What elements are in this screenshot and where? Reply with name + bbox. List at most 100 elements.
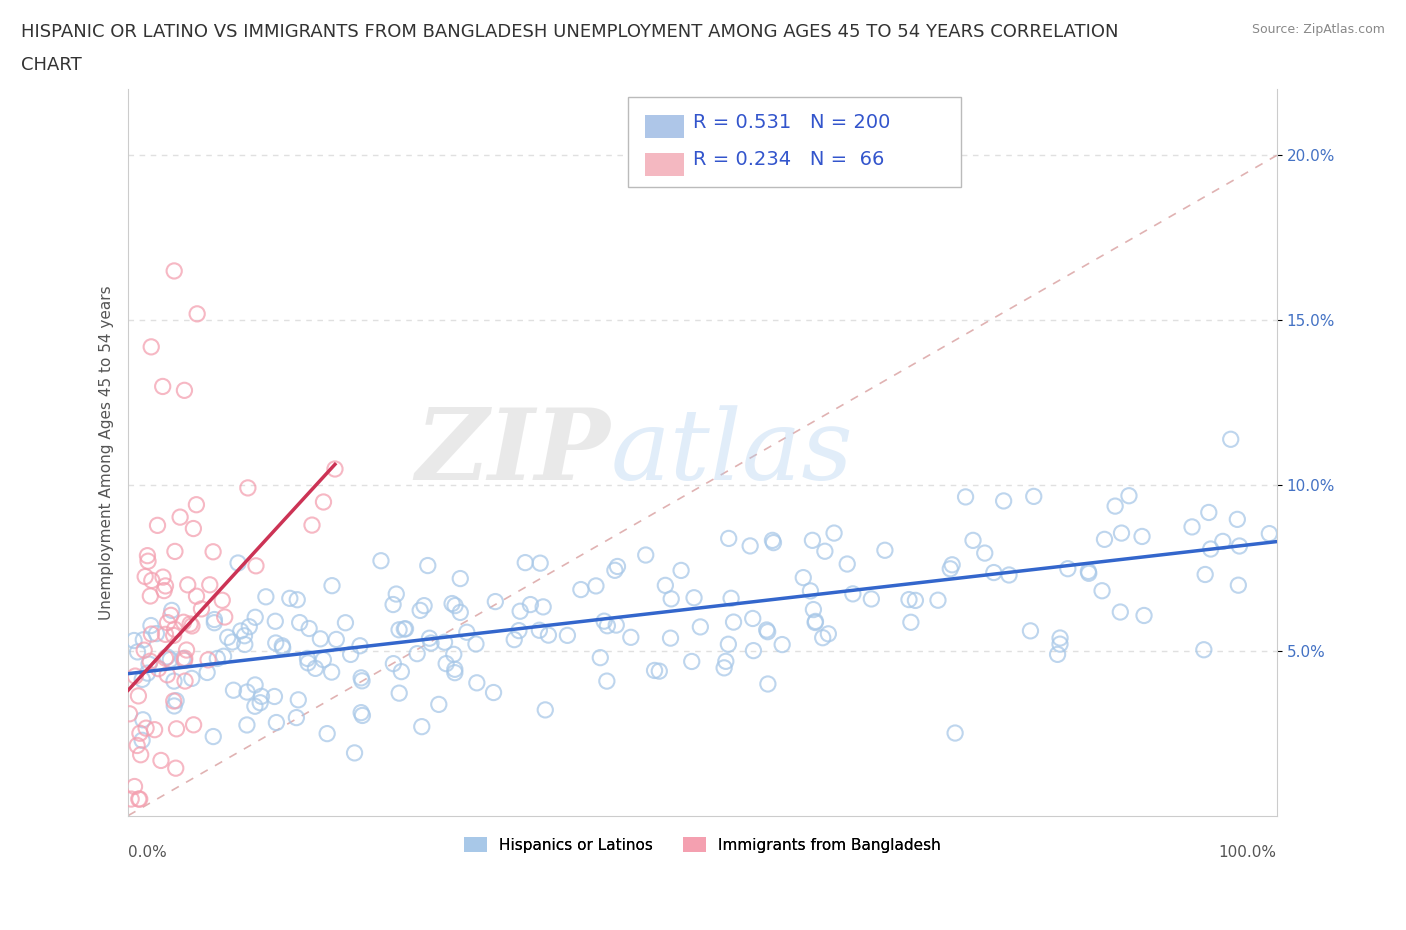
Point (837, 556, 859, 571)
Point (482, 685, 505, 700)
FancyBboxPatch shape (645, 114, 685, 138)
Point (723, 615, 745, 630)
Point (1022, 489, 1045, 504)
Point (271, 641, 294, 656)
Point (180, 671, 202, 685)
Point (681, 654, 703, 669)
Point (1118, 488, 1140, 503)
Point (388, 685, 411, 700)
Point (172, 651, 194, 666)
Point (761, 533, 783, 548)
Point (139, 618, 162, 633)
Point (155, 627, 177, 642)
Point (136, 548, 159, 563)
Point (163, 263, 186, 278)
Point (756, 624, 779, 639)
Point (962, 533, 984, 548)
Point (197, 653, 219, 668)
Point (585, 578, 607, 593)
Point (148, 661, 170, 676)
Point (1194, 567, 1216, 582)
Point (803, 602, 825, 617)
FancyBboxPatch shape (645, 153, 685, 176)
Point (343, 746, 366, 761)
Point (174, 673, 197, 688)
Point (166, 722, 188, 737)
Point (873, 543, 896, 558)
Point (138, 657, 160, 671)
Point (388, 622, 411, 637)
Point (141, 339, 163, 354)
Point (136, 553, 159, 568)
Point (756, 676, 779, 691)
Point (1133, 608, 1156, 623)
Point (389, 664, 412, 679)
Point (312, 495, 335, 510)
Point (304, 661, 326, 676)
Point (350, 671, 373, 685)
Point (165, 761, 187, 776)
Point (146, 518, 169, 533)
Point (713, 660, 735, 675)
Point (254, 590, 277, 604)
Point (1111, 525, 1133, 540)
Point (195, 665, 218, 680)
Point (941, 557, 963, 572)
Point (654, 578, 676, 592)
Point (323, 461, 346, 476)
Point (349, 638, 371, 653)
Point (762, 535, 785, 550)
Point (659, 591, 682, 606)
Point (484, 594, 506, 609)
Point (811, 631, 834, 645)
Point (1091, 583, 1114, 598)
Point (155, 651, 177, 666)
Point (222, 683, 245, 698)
Point (531, 600, 554, 615)
Point (409, 603, 432, 618)
Point (155, 578, 177, 593)
Point (603, 563, 626, 578)
Point (799, 583, 821, 598)
Point (131, 671, 153, 686)
Point (316, 726, 339, 741)
Point (136, 666, 159, 681)
Point (427, 697, 450, 711)
Point (860, 591, 883, 606)
Point (141, 573, 163, 588)
Point (420, 635, 443, 650)
Point (444, 598, 467, 613)
Point (406, 646, 429, 661)
Point (1019, 623, 1042, 638)
Point (741, 611, 763, 626)
Point (233, 637, 256, 652)
Point (534, 702, 557, 717)
Point (1227, 578, 1250, 592)
Point (173, 651, 195, 666)
Point (1198, 505, 1220, 520)
Point (128, 791, 150, 806)
Point (163, 622, 186, 637)
Point (515, 555, 537, 570)
Point (211, 592, 233, 607)
Point (297, 656, 319, 671)
Point (180, 618, 202, 633)
Point (1229, 538, 1251, 553)
Point (152, 379, 174, 394)
Point (683, 591, 706, 605)
Point (411, 719, 433, 734)
Point (139, 589, 162, 604)
Point (927, 592, 949, 607)
Point (173, 615, 195, 630)
Point (593, 614, 616, 629)
Point (605, 618, 627, 632)
Point (1258, 526, 1281, 541)
Point (173, 383, 195, 398)
Point (634, 548, 657, 563)
Point (620, 630, 643, 644)
Point (141, 627, 163, 642)
Point (173, 653, 195, 668)
Point (1181, 520, 1204, 535)
Point (186, 589, 208, 604)
Point (1226, 512, 1249, 526)
